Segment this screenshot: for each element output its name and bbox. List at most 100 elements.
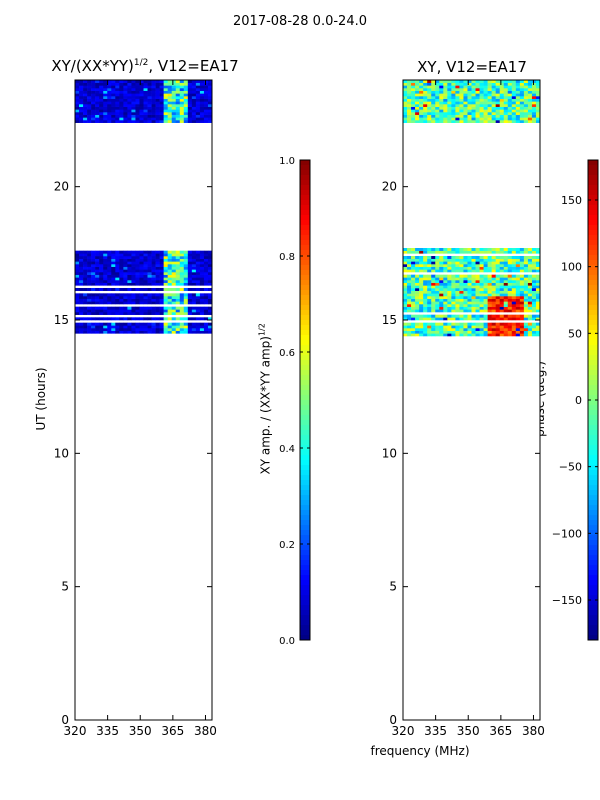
heatmap-cell (495, 90, 501, 94)
heatmap-cell (95, 256, 100, 259)
heatmap-cell (191, 112, 197, 115)
heatmap-cell (95, 93, 100, 97)
heatmap-cell (527, 296, 533, 299)
heatmap-cell (183, 298, 189, 302)
heatmap-cell (423, 264, 428, 267)
heatmap-cell (479, 256, 484, 259)
heatmap-cell (127, 312, 132, 315)
heatmap-cell (163, 301, 168, 305)
heatmap-cell (199, 85, 205, 89)
heatmap-cell (111, 120, 116, 123)
heatmap-cell (419, 80, 424, 83)
heatmap-cell (195, 296, 201, 299)
heatmap-cell (111, 280, 116, 283)
heatmap-cell (491, 277, 496, 281)
heatmap-cell (119, 266, 124, 270)
heatmap-cell (467, 280, 472, 283)
colorbar-segment (588, 355, 598, 361)
heatmap-cell (143, 112, 148, 115)
heatmap-cell (519, 248, 525, 251)
heatmap-cell (411, 285, 416, 289)
heatmap-cell (171, 288, 177, 291)
colorbar-segment (588, 575, 598, 581)
heatmap-cell (139, 98, 144, 102)
heatmap-cell (535, 293, 541, 297)
heatmap-cell (99, 301, 104, 305)
heatmap-cell (451, 248, 456, 251)
heatmap-cell (487, 109, 492, 113)
heatmap-cell (99, 109, 104, 113)
heatmap-cell (439, 322, 444, 326)
heatmap-cell (191, 280, 197, 283)
heatmap-cell (527, 80, 533, 83)
heatmap-cell (111, 101, 116, 105)
heatmap-cell (447, 285, 452, 289)
heatmap-cell (439, 298, 444, 302)
heatmap-cell (475, 88, 480, 91)
heatmap-cell (199, 264, 205, 267)
heatmap-cell (79, 293, 84, 297)
heatmap-cell (155, 258, 160, 262)
heatmap-cell (415, 82, 420, 86)
heatmap-cell (451, 317, 456, 321)
heatmap-cell (407, 120, 412, 123)
heatmap-cell (419, 288, 424, 291)
heatmap-cell (535, 322, 541, 326)
heatmap-cell (443, 269, 448, 273)
colorbar-segment (300, 190, 310, 196)
heatmap-cell (79, 109, 84, 113)
heatmap-cell (87, 261, 92, 265)
plot-area-0 (75, 80, 212, 720)
heatmap-cell (427, 322, 432, 326)
heatmap-cell (183, 90, 189, 94)
heatmap-cell (495, 288, 501, 291)
heatmap-cell (167, 280, 173, 283)
heatmap-cell (515, 88, 521, 91)
heatmap-cell (403, 280, 408, 283)
colorbar-segment (588, 555, 598, 561)
colorbar-segment (300, 340, 310, 346)
heatmap-cell (87, 312, 92, 315)
heatmap-cell (467, 90, 472, 94)
heatmap-cell (487, 290, 492, 294)
heatmap-cell (111, 112, 116, 115)
heatmap-cell (199, 322, 205, 326)
heatmap-cell (471, 90, 476, 94)
heatmap-cell (127, 104, 132, 107)
heatmap-cell (183, 117, 189, 121)
heatmap-cell (431, 98, 436, 102)
heatmap-cell (167, 256, 173, 259)
heatmap-cell (135, 82, 140, 86)
heatmap-cell (523, 269, 529, 273)
heatmap-cell (111, 301, 116, 305)
heatmap-cell (487, 101, 492, 105)
heatmap-cell (183, 277, 189, 281)
colorbar-segment (588, 170, 598, 176)
heatmap-cell (103, 312, 108, 315)
colorbar-segment (300, 465, 310, 471)
heatmap-cell (435, 258, 440, 262)
heatmap-cell (455, 261, 460, 265)
heatmap-cell (431, 269, 436, 273)
heatmap-cell (447, 298, 452, 302)
heatmap-cell (115, 312, 120, 315)
heatmap-cell (187, 296, 193, 299)
heatmap-cell (463, 264, 468, 267)
heatmap-cell (403, 88, 408, 91)
heatmap-cell (191, 114, 197, 118)
heatmap-cell (431, 290, 436, 294)
heatmap-cell (483, 322, 488, 326)
heatmap-cell (471, 293, 476, 297)
heatmap-cell (159, 261, 164, 265)
heatmap-cell (519, 290, 525, 294)
heatmap-cell (479, 314, 484, 318)
heatmap-cell (203, 306, 209, 310)
heatmap-cell (135, 277, 140, 281)
heatmap-cell (79, 80, 84, 83)
heatmap-cell (207, 288, 213, 291)
heatmap-cell (471, 333, 476, 337)
heatmap-cell (515, 290, 521, 294)
heatmap-cell (443, 306, 448, 310)
heatmap-cell (175, 312, 181, 315)
heatmap-cell (95, 296, 100, 299)
